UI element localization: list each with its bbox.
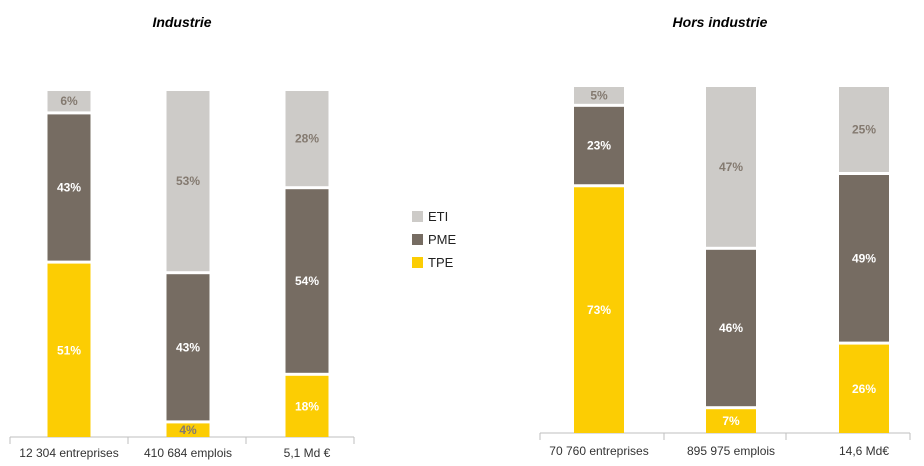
data-label-tpe: 73% <box>587 303 611 317</box>
bar-segment-pme <box>166 274 210 421</box>
data-label-tpe: 7% <box>722 414 740 428</box>
legend-swatch-tpe <box>412 257 423 268</box>
category-label: 14,6 Md€ <box>839 444 889 458</box>
chart-industrie: Industrie 51% 43% 6% 4% 43% 53% 18% 54% 28% 12 3… <box>9 14 355 460</box>
data-label-pme: 54% <box>295 274 319 288</box>
chart-hors-industrie: Hors industrie 73% 23% 5% 7% 46% 47% 26% 49% 25%… <box>539 14 911 458</box>
bar-segment-eti <box>706 87 756 247</box>
data-label-pme: 49% <box>852 251 876 265</box>
chart-title-hors-industrie: Hors industrie <box>673 14 768 30</box>
bar-segment-pme <box>839 175 889 342</box>
bar-segment-pme <box>706 249 756 407</box>
legend-label-tpe: TPE <box>428 255 454 270</box>
legend-label-pme: PME <box>428 232 457 247</box>
data-label-tpe: 51% <box>57 343 81 357</box>
legend-swatch-eti <box>412 211 423 222</box>
data-label-pme: 43% <box>176 340 200 354</box>
bar-segment-tpe <box>839 344 889 433</box>
bar-segment-tpe <box>706 409 756 433</box>
category-labels-industrie: 12 304 entreprises 410 684 emplois 5,1 M… <box>19 446 330 460</box>
bar-segment-pme <box>47 114 91 261</box>
category-label: 5,1 Md € <box>284 446 331 460</box>
data-label-tpe: 18% <box>295 399 319 413</box>
bar-segment-tpe <box>47 263 91 437</box>
data-label-eti: 28% <box>295 132 319 146</box>
chart-title-industrie: Industrie <box>152 14 211 30</box>
legend-label-eti: ETI <box>428 209 448 224</box>
category-label: 410 684 emplois <box>144 446 232 460</box>
data-label-eti: 25% <box>852 123 876 137</box>
legend-swatch-pme <box>412 234 423 245</box>
data-label-eti: 47% <box>719 160 743 174</box>
bar-segment-eti <box>574 87 624 104</box>
bar-segment-tpe <box>166 423 210 437</box>
data-label-tpe: 4% <box>179 423 197 437</box>
data-label-eti: 53% <box>176 174 200 188</box>
data-label-eti: 6% <box>60 94 78 108</box>
data-label-eti: 5% <box>590 88 608 102</box>
bar-segment-tpe <box>574 187 624 433</box>
legend: ETI PME TPE <box>412 209 457 270</box>
bar-segment-tpe <box>285 375 329 437</box>
category-label: 895 975 emplois <box>687 444 775 458</box>
bar-segment-pme <box>574 106 624 185</box>
data-label-pme: 46% <box>719 321 743 335</box>
bars-industrie: 51% 43% 6% 4% 43% 53% 18% 54% 28% <box>47 91 329 437</box>
category-label: 12 304 entreprises <box>19 446 118 460</box>
data-label-pme: 23% <box>587 139 611 153</box>
bar-segment-eti <box>166 91 210 272</box>
data-label-tpe: 26% <box>852 382 876 396</box>
category-label: 70 760 entreprises <box>549 444 648 458</box>
bars-hors-industrie: 73% 23% 5% 7% 46% 47% 26% 49% 25% <box>574 87 889 433</box>
bar-segment-eti <box>285 91 329 187</box>
bar-segment-pme <box>285 189 329 373</box>
bar-segment-eti <box>47 91 91 112</box>
category-labels-hors-industrie: 70 760 entreprises 895 975 emplois 14,6 … <box>549 444 889 458</box>
data-label-pme: 43% <box>57 181 81 195</box>
bar-segment-eti <box>839 87 889 172</box>
